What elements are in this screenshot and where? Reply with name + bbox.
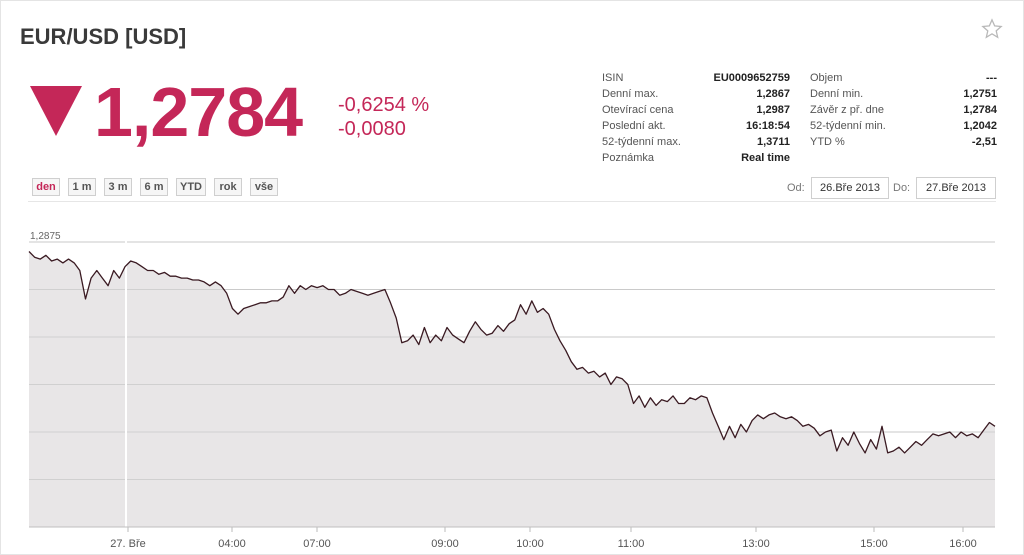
range-button[interactable]: rok [214, 178, 242, 196]
stat-label: Závěr z př. dne [810, 104, 884, 116]
stat-label: Poslední akt. [602, 120, 666, 132]
stat-label: 52-týdenní min. [810, 120, 886, 132]
stat-value: 1,3711 [756, 136, 790, 148]
stat-label: Denní max. [602, 88, 659, 100]
stat-value: -2,51 [971, 136, 997, 148]
x-tick-label: 04:00 [218, 538, 246, 550]
last-price: 1,2784 [94, 73, 303, 151]
x-tick-label: 27. Bře [110, 538, 145, 550]
price-chart: 1,28751,2851,28251,281,27751,2751,272527… [28, 231, 996, 550]
stat-label: Objem [810, 72, 843, 84]
date-from-input[interactable]: 26.Bře 2013 [811, 177, 889, 199]
area-fill [29, 251, 995, 527]
divider [28, 201, 996, 202]
x-tick-label: 09:00 [431, 538, 459, 550]
date-to-input[interactable]: 27.Bře 2013 [916, 177, 996, 199]
stat-value: 16:18:54 [745, 120, 790, 132]
stat-value: EU0009652759 [713, 72, 790, 84]
range-button[interactable]: 3 m [104, 178, 132, 196]
stat-label: Otevírací cena [602, 104, 674, 116]
range-button[interactable]: YTD [176, 178, 206, 196]
stat-value: 1,2784 [963, 104, 997, 116]
down-triangle-icon [30, 86, 82, 136]
range-button[interactable]: vše [250, 178, 278, 196]
page-title: EUR/USD [USD] [20, 24, 187, 49]
stat-value: 1,2987 [756, 104, 790, 116]
y-tick-label: 1,2875 [30, 231, 61, 242]
x-tick-label: 10:00 [516, 538, 544, 550]
stat-label: Denní min. [810, 88, 864, 100]
x-tick-label: 11:00 [618, 538, 645, 550]
change-percent: -0,6254 % [338, 94, 430, 116]
star-outline-icon[interactable] [981, 18, 1003, 40]
stat-value: 1,2042 [963, 120, 997, 132]
change-absolute: -0,0080 [338, 118, 406, 140]
stat-value: --- [986, 72, 997, 84]
stat-value: 1,2867 [756, 88, 790, 100]
x-tick-label: 16:00 [949, 538, 977, 550]
stat-label: YTD % [810, 136, 845, 148]
stat-label: 52-týdenní max. [602, 136, 681, 148]
range-button[interactable]: 1 m [68, 178, 96, 196]
stat-value: Real time [741, 152, 790, 164]
stat-label: Poznámka [602, 152, 654, 164]
x-tick-label: 07:00 [303, 538, 331, 550]
range-button[interactable]: den [32, 178, 60, 196]
range-button[interactable]: 6 m [140, 178, 168, 196]
stat-value: 1,2751 [963, 88, 997, 100]
series-line [28, 251, 996, 454]
x-tick-label: 15:00 [860, 538, 888, 550]
x-tick-label: 13:00 [742, 538, 770, 550]
stat-label: ISIN [602, 72, 624, 84]
date-to-label: Do: [893, 182, 911, 194]
date-from-label: Od: [787, 182, 805, 194]
